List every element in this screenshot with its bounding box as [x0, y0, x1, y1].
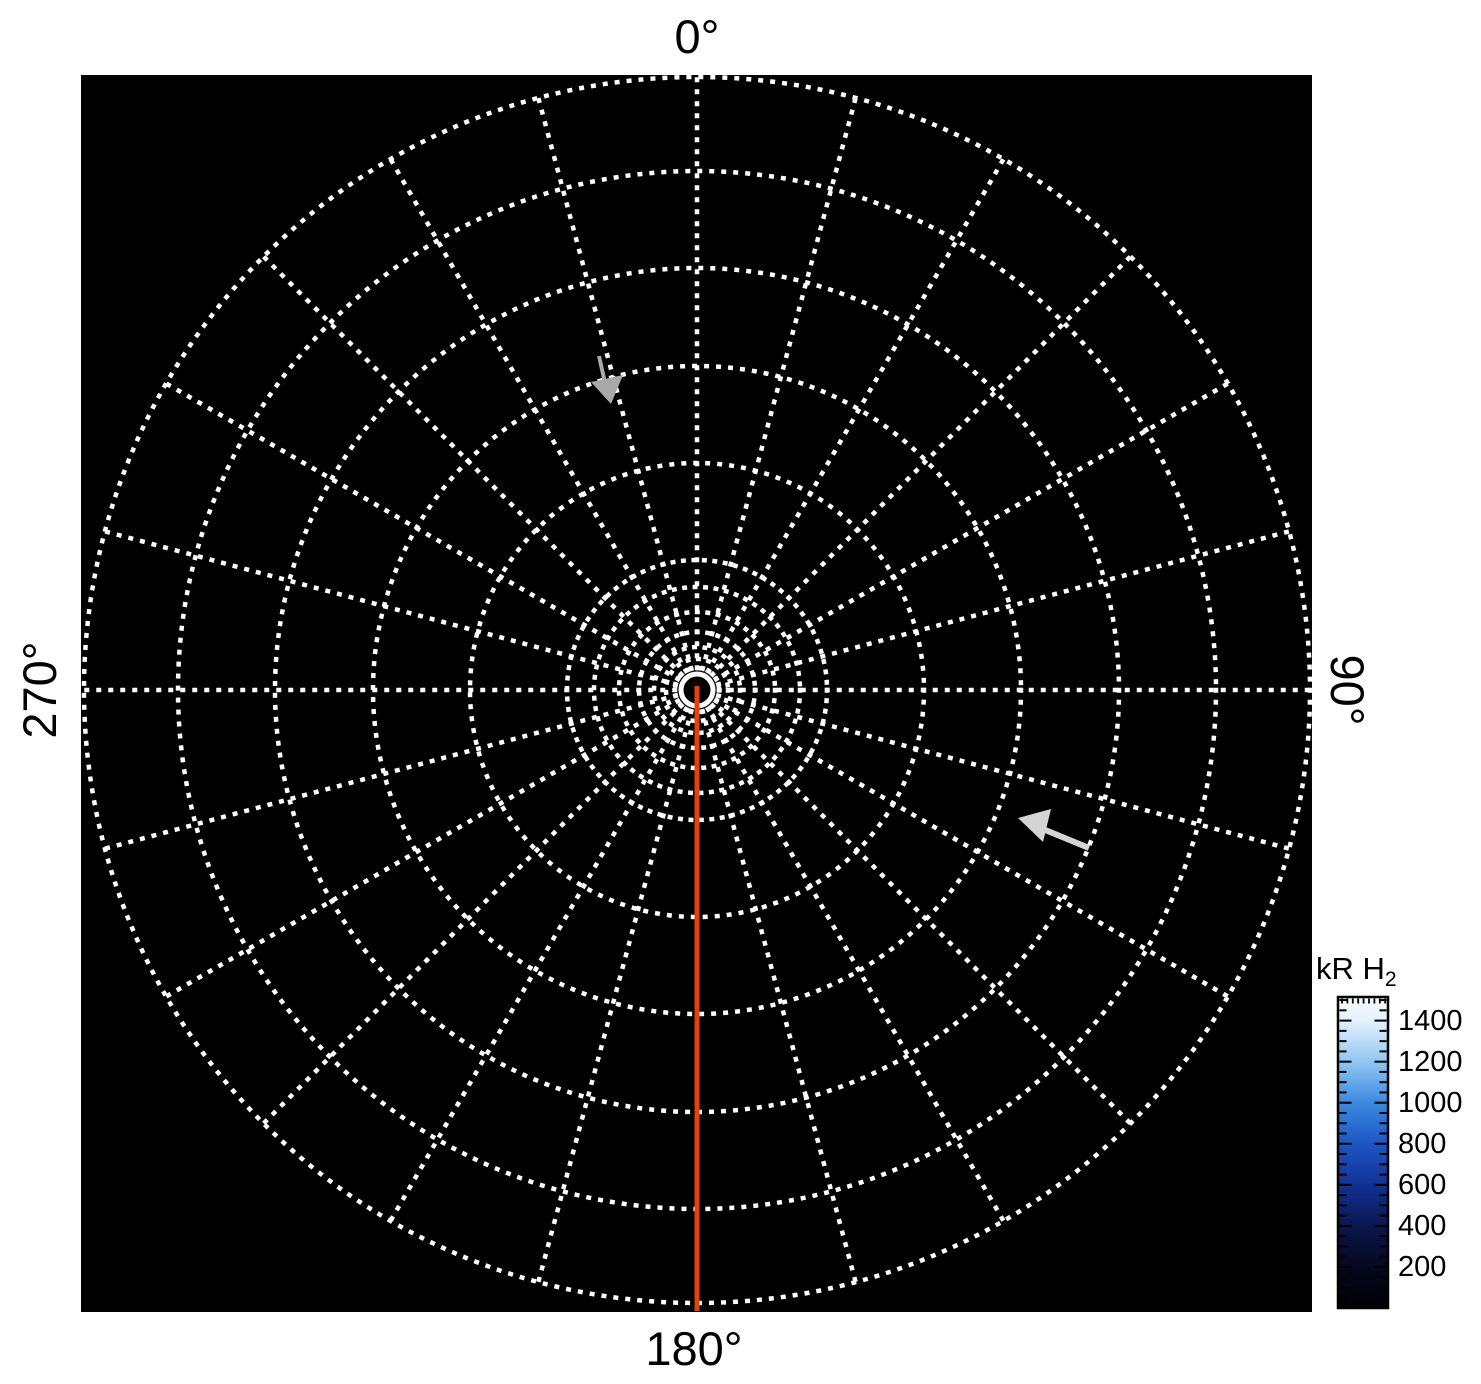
graticule-spoke	[535, 708, 695, 1285]
graticule-spoke	[163, 697, 682, 1000]
graticule-ring	[616, 609, 778, 771]
graticule-spoke	[709, 253, 1134, 678]
graticule-spoke	[260, 702, 685, 1127]
colorbar-title-main: kR H	[1316, 951, 1385, 986]
graticule-ring	[81, 74, 1313, 1306]
graticule-spoke	[715, 692, 1292, 852]
colorbar-title: kR H2	[1316, 950, 1397, 999]
angle-label-270: 270°	[13, 641, 66, 739]
colorbar-title-subscript: 2	[1384, 968, 1397, 992]
graticule-spoke	[699, 95, 859, 672]
graticule-spoke	[387, 156, 690, 675]
colorbar-tick-400: 400	[1398, 1210, 1447, 1242]
annotation-arrow-1	[1018, 809, 1091, 851]
colorbar-tick-1000: 1000	[1398, 1087, 1463, 1119]
graticule-spoke	[704, 156, 1007, 675]
graticule-spoke	[712, 380, 1231, 683]
colorbar-tick-1400: 1400	[1398, 1005, 1463, 1037]
annotation-arrow-0	[591, 355, 623, 404]
colorbar-ticks	[1339, 998, 1387, 1299]
graticule-spoke	[704, 705, 1007, 1224]
graticule-spoke	[163, 380, 682, 683]
graticule-spoke	[699, 708, 859, 1285]
angle-label-0: 0°	[674, 10, 720, 63]
graticule-spoke	[387, 705, 690, 1224]
graticule-spoke	[260, 253, 685, 678]
graticule-spoke	[712, 697, 1231, 1000]
colorbar-tick-1200: 1200	[1398, 1046, 1463, 1078]
graticule-ring	[663, 656, 731, 724]
angle-label-180: 180°	[645, 1322, 743, 1375]
colorbar-tick-800: 800	[1398, 1128, 1447, 1160]
graticule-ring	[591, 584, 803, 796]
graticule-spoke	[102, 528, 679, 688]
angle-label-90: 90°	[1321, 654, 1374, 726]
graticule-spoke	[102, 692, 679, 852]
colorbar-tick-600: 600	[1398, 1169, 1447, 1201]
graticule-spoke	[709, 702, 1134, 1127]
colorbar-tick-200: 200	[1398, 1251, 1447, 1283]
graticule-ring	[651, 644, 743, 736]
graticule-spoke	[535, 95, 695, 672]
graticule-spoke	[715, 528, 1292, 688]
colorbar-gradient	[1336, 995, 1390, 1310]
